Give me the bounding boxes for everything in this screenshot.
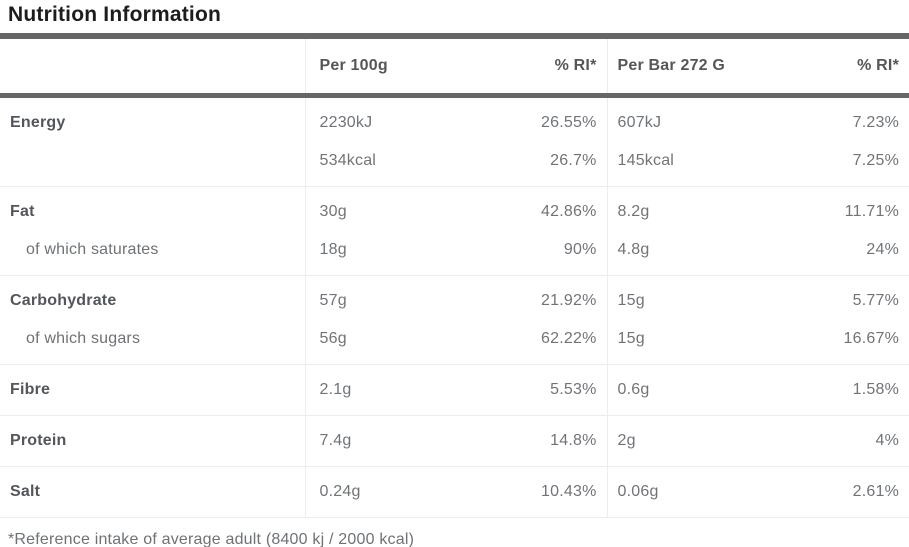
value-per-100g: 2.1g bbox=[304, 364, 463, 416]
header-blank bbox=[0, 36, 305, 96]
ri-per-100g: 10.43% bbox=[541, 483, 597, 500]
ri-per-bar: 1.58% bbox=[852, 381, 899, 398]
value-per-100g: 30g bbox=[304, 186, 463, 231]
ri-per-bar: 16.67% bbox=[843, 330, 899, 347]
header-per-100g: Per 100g bbox=[304, 36, 463, 96]
table-row-energy-kcal: 534kcal 26.7% 145kcal 7.25% bbox=[0, 142, 909, 187]
table-row-carbohydrate: Carbohydrate 57g 21.92% 15g 5.77% bbox=[0, 275, 909, 320]
value-per-bar: 8.2g bbox=[606, 186, 765, 231]
table-header-row: Per 100g % RI* Per Bar 272 G % RI* bbox=[0, 36, 909, 96]
nutrient-label: Protein bbox=[10, 432, 67, 449]
value-per-bar: 607kJ bbox=[606, 95, 765, 142]
value-per-100g: 0.24g bbox=[304, 466, 463, 518]
ri-per-bar: 4% bbox=[875, 432, 899, 449]
value-per-100g: 534kcal bbox=[304, 142, 463, 187]
table-row-salt: Salt 0.24g 10.43% 0.06g 2.61% bbox=[0, 466, 909, 518]
header-ri-bar: % RI* bbox=[857, 57, 899, 74]
nutrient-label: Fat bbox=[10, 203, 35, 220]
value-per-bar: 145kcal bbox=[606, 142, 765, 187]
ri-per-100g: 26.7% bbox=[550, 152, 597, 169]
table-row-saturates: of which saturates 18g 90% 4.8g 24% bbox=[0, 231, 909, 276]
page-title: Nutrition Information bbox=[8, 3, 222, 26]
value-per-100g: 57g bbox=[304, 275, 463, 320]
ri-per-100g: 62.22% bbox=[541, 330, 597, 347]
value-per-bar: 15g bbox=[606, 275, 765, 320]
ri-per-bar: 7.25% bbox=[852, 152, 899, 169]
table-row-fibre: Fibre 2.1g 5.53% 0.6g 1.58% bbox=[0, 364, 909, 416]
nutrient-label: Carbohydrate bbox=[10, 292, 117, 309]
ri-per-bar: 5.77% bbox=[852, 292, 899, 309]
nutrient-label: of which saturates bbox=[26, 241, 159, 258]
value-per-100g: 18g bbox=[304, 231, 463, 276]
nutrient-label: Fibre bbox=[10, 381, 51, 398]
value-per-100g: 7.4g bbox=[304, 415, 463, 467]
ri-per-100g: 5.53% bbox=[550, 381, 597, 398]
nutrient-label: Energy bbox=[10, 114, 66, 131]
ri-per-100g: 42.86% bbox=[541, 203, 597, 220]
header-per-bar: Per Bar 272 G bbox=[606, 36, 765, 96]
nutrient-label: of which sugars bbox=[26, 330, 141, 347]
ri-per-bar: 24% bbox=[866, 241, 899, 258]
table-row-fat: Fat 30g 42.86% 8.2g 11.71% bbox=[0, 186, 909, 231]
table-row-protein: Protein 7.4g 14.8% 2g 4% bbox=[0, 415, 909, 467]
ri-per-100g: 26.55% bbox=[541, 114, 597, 131]
value-per-bar: 0.6g bbox=[606, 364, 765, 416]
header-ri-100g: % RI* bbox=[554, 57, 597, 74]
value-per-100g: 56g bbox=[304, 320, 463, 365]
nutrient-label bbox=[0, 142, 305, 187]
ri-per-bar: 7.23% bbox=[852, 114, 899, 131]
nutrient-label: Salt bbox=[10, 483, 41, 500]
reference-intake-footnote: *Reference intake of average adult (8400… bbox=[8, 531, 415, 547]
value-per-bar: 15g bbox=[606, 320, 765, 365]
table-row-energy-kj: Energy 2230kJ 26.55% 607kJ 7.23% bbox=[0, 95, 909, 142]
value-per-bar: 4.8g bbox=[606, 231, 765, 276]
ri-per-100g: 21.92% bbox=[541, 292, 597, 309]
ri-per-100g: 90% bbox=[563, 241, 597, 258]
value-per-bar: 0.06g bbox=[606, 466, 765, 518]
value-per-100g: 2230kJ bbox=[304, 95, 463, 142]
ri-per-bar: 2.61% bbox=[852, 483, 899, 500]
table-row-sugars: of which sugars 56g 62.22% 15g 16.67% bbox=[0, 320, 909, 365]
nutrition-table: Per 100g % RI* Per Bar 272 G % RI* Energ… bbox=[0, 33, 909, 518]
ri-per-100g: 14.8% bbox=[550, 432, 597, 449]
value-per-bar: 2g bbox=[606, 415, 765, 467]
ri-per-bar: 11.71% bbox=[844, 203, 899, 220]
